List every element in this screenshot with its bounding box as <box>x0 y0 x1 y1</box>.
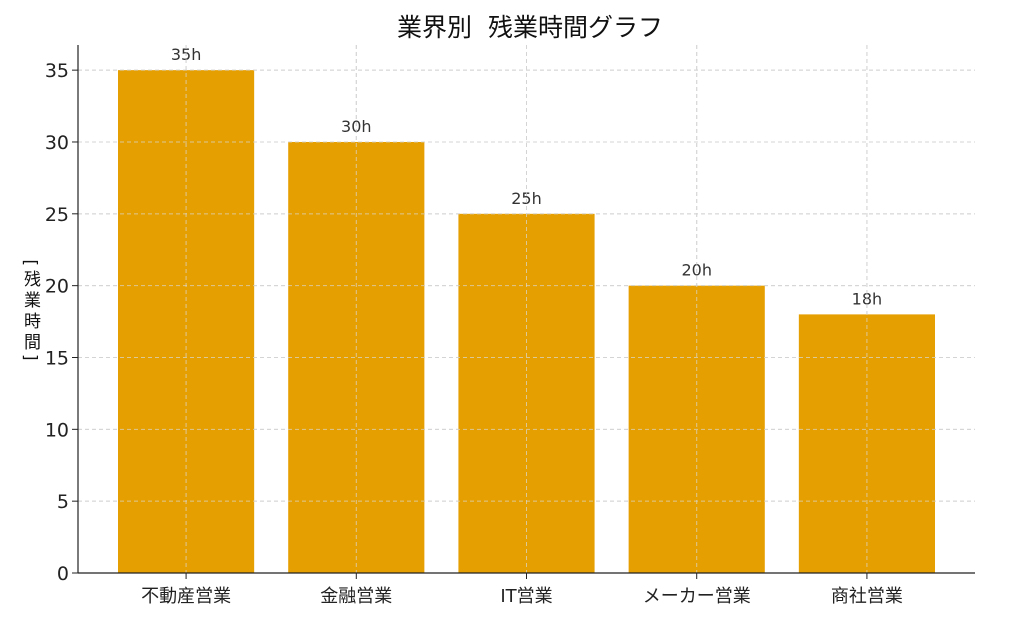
y-tick-label: 15 <box>45 347 69 369</box>
x-tick-label: メーカー営業 <box>643 586 751 607</box>
data-label: 30h <box>341 117 372 136</box>
x-tick-label: 不動産営業 <box>141 586 231 607</box>
y-tick-label: 35 <box>45 60 69 82</box>
x-tick-label: IT営業 <box>500 586 552 607</box>
x-tick-label: 金融営業 <box>320 586 392 607</box>
y-tick-label: 10 <box>45 419 69 441</box>
axes: 0 5 10 15 20 25 30 35 不動産営業 金融営業 IT営業 メーカー営業 商社営業 <box>45 45 975 607</box>
bar <box>458 213 595 573</box>
y-tick-label: 30 <box>45 132 69 154</box>
y-tick-label: 20 <box>45 276 69 298</box>
x-tick-label: 商社営業 <box>831 586 903 607</box>
y-axis-label: [残業時間] <box>20 259 41 364</box>
data-label: 25h <box>511 189 542 208</box>
y-tick-label: 5 <box>57 491 69 513</box>
y-tick-label: 0 <box>57 563 69 585</box>
y-tick-label: 25 <box>45 204 69 226</box>
chart-title: 業界別 残業時間グラフ <box>397 13 663 42</box>
